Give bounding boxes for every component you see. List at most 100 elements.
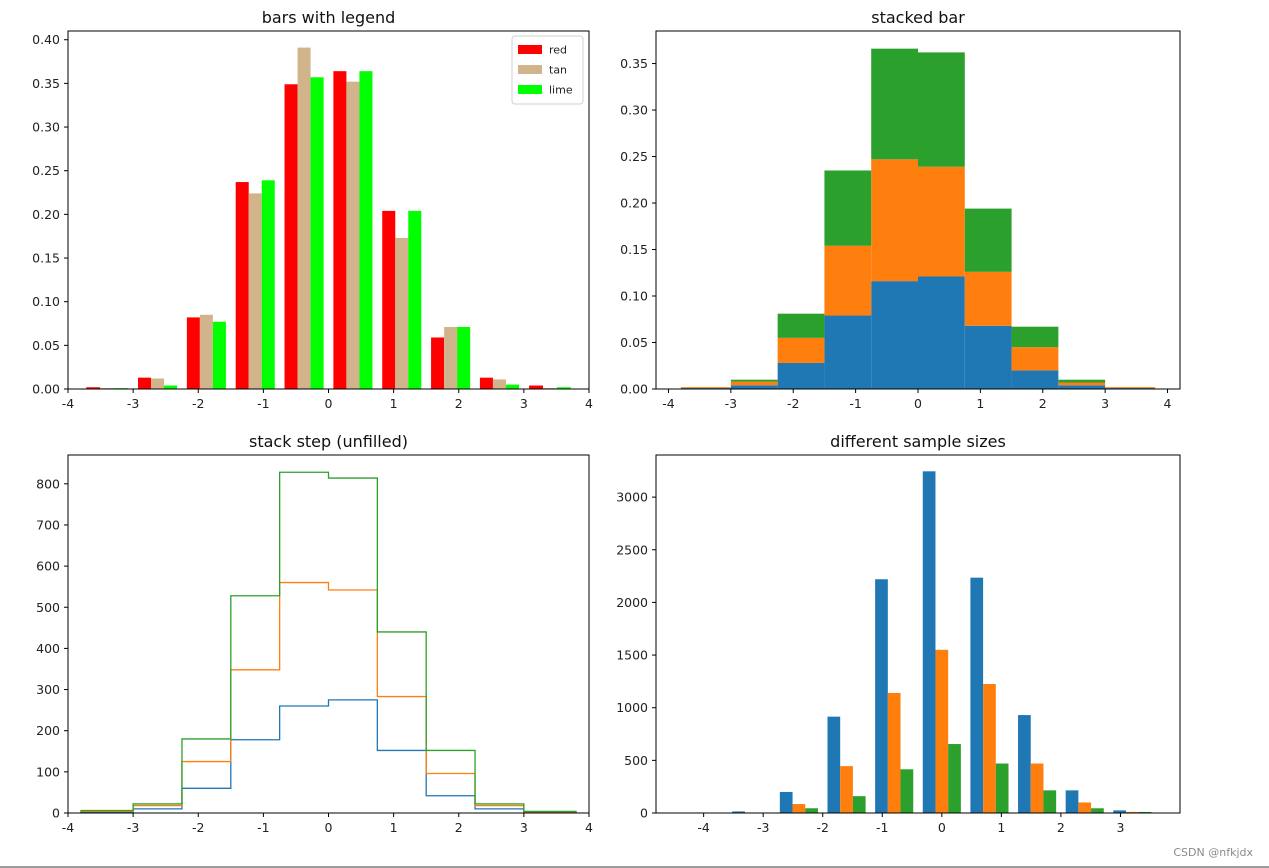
bars-with-legend-marks bbox=[86, 47, 571, 390]
bar-tan-bin-4 bbox=[248, 193, 262, 389]
y-tick-label: 0.30 bbox=[32, 120, 60, 135]
x-tick-label: 4 bbox=[1164, 396, 1172, 411]
chart-title: different sample sizes bbox=[830, 432, 1006, 451]
y-tick-label: 1000 bbox=[616, 700, 648, 715]
bar-series-2-bin-10 bbox=[1126, 811, 1139, 813]
bar-tan-bin-7 bbox=[395, 237, 409, 389]
bar-tan-bin-5 bbox=[297, 47, 311, 390]
bar-series-3-bin-6 bbox=[918, 52, 965, 167]
legend-swatch-lime bbox=[518, 85, 542, 94]
bar-lime-bin-2 bbox=[164, 385, 178, 389]
bar-series-2-bin-1 bbox=[680, 387, 731, 389]
bar-series-3-bin-7 bbox=[995, 763, 1009, 813]
y-tick-label: 0.10 bbox=[620, 289, 648, 304]
x-tick-label: -3 bbox=[127, 396, 139, 411]
bar-series-1-bin-10 bbox=[1113, 810, 1127, 813]
bar-series-3-bin-2 bbox=[730, 379, 778, 382]
bar-lime-bin-9 bbox=[505, 384, 519, 389]
x-tick-label: 4 bbox=[585, 820, 593, 835]
bar-lime-bin-10 bbox=[556, 387, 571, 389]
y-tick-label: 0.35 bbox=[620, 56, 648, 71]
bar-series-1-bin-7 bbox=[964, 325, 1012, 389]
bar-series-3-bin-10 bbox=[1138, 811, 1152, 813]
bar-series-1-bin-7 bbox=[970, 577, 984, 813]
x-tick-label: 1 bbox=[390, 396, 398, 411]
bar-series-3-bin-4 bbox=[852, 796, 866, 813]
bar-series-2-bin-3 bbox=[792, 804, 806, 813]
bar-red-bin-8 bbox=[431, 337, 445, 389]
y-tick-label: 0.10 bbox=[32, 294, 60, 309]
x-tick-label: 1 bbox=[390, 820, 398, 835]
legend-swatch-red bbox=[518, 45, 542, 54]
x-tick-label: -4 bbox=[62, 396, 75, 411]
bar-series-2-bin-10 bbox=[1105, 387, 1156, 389]
y-tick-label: 0.15 bbox=[32, 251, 60, 266]
x-tick-label: -4 bbox=[697, 820, 710, 835]
legend-swatch-tan bbox=[518, 65, 542, 74]
legend: red tan lime bbox=[511, 35, 584, 105]
bar-series-2-bin-6 bbox=[918, 166, 965, 277]
y-tick-label: 0 bbox=[640, 806, 648, 821]
bar-tan-bin-3 bbox=[199, 314, 213, 389]
watermark: CSDN @nfkjdx bbox=[1173, 846, 1253, 859]
y-tick-label: 0.00 bbox=[620, 382, 648, 397]
bars-with-legend-chart: -4 -3 -2 -1 0 1 2 3 4 0.00 0.05 0.10 0.15 0.20 0.25 0.3… bbox=[32, 8, 593, 411]
chart-title: stacked bar bbox=[871, 8, 965, 27]
y-tick-label: 0.05 bbox=[620, 335, 648, 350]
bar-red-bin-4 bbox=[235, 182, 249, 389]
y-tick-label: 0 bbox=[52, 806, 60, 821]
y-tick-label: 800 bbox=[36, 476, 60, 491]
legend-label-lime: lime bbox=[549, 84, 573, 97]
stack-step-chart: -4 -3 -2 -1 0 1 2 3 4 0 100 200 300 400 500 600 700 800 st… bbox=[36, 432, 593, 835]
x-tick-label: -4 bbox=[62, 820, 75, 835]
bar-series-1-bin-5 bbox=[875, 579, 888, 813]
x-tick-label: 2 bbox=[1057, 820, 1065, 835]
x-tick-label: 3 bbox=[1116, 820, 1124, 835]
bar-series-2-bin-7 bbox=[983, 684, 996, 813]
y-tick-label: 3000 bbox=[616, 490, 648, 505]
bar-series-1-bin-9 bbox=[1058, 385, 1106, 389]
bottom-divider bbox=[0, 866, 1269, 868]
bar-series-1-bin-5 bbox=[871, 281, 918, 389]
bar-lime-bin-8 bbox=[457, 327, 471, 389]
bar-series-1-bin-9 bbox=[1065, 790, 1079, 813]
x-tick-label: 0 bbox=[325, 396, 333, 411]
step-line-series-2 bbox=[80, 581, 577, 813]
y-tick-label: 2500 bbox=[616, 542, 648, 557]
y-tick-label: 0.35 bbox=[32, 76, 60, 91]
legend-label-red: red bbox=[549, 44, 567, 57]
x-tick-label: -1 bbox=[876, 820, 888, 835]
x-tick-label: -2 bbox=[816, 820, 828, 835]
bar-red-bin-5 bbox=[284, 84, 298, 389]
bar-series-2-bin-5 bbox=[887, 692, 901, 813]
chart-title: stack step (unfilled) bbox=[249, 432, 408, 451]
bar-series-1-bin-3 bbox=[777, 362, 825, 389]
y-tick-label: 300 bbox=[36, 682, 60, 697]
y-tick-label: 0.00 bbox=[32, 382, 60, 397]
bar-series-2-bin-8 bbox=[1030, 763, 1044, 813]
y-tick-label: 500 bbox=[36, 600, 60, 615]
bar-series-3-bin-9 bbox=[1058, 379, 1106, 383]
y-tick-label: 0.05 bbox=[32, 338, 60, 353]
y-tick-label: 0.25 bbox=[32, 163, 60, 178]
bar-series-2-bin-8 bbox=[1011, 347, 1059, 371]
bar-tan-bin-9 bbox=[492, 379, 506, 389]
bar-red-bin-7 bbox=[382, 210, 396, 389]
bar-series-2-bin-9 bbox=[1058, 382, 1106, 386]
x-tick-label: -3 bbox=[725, 396, 737, 411]
bar-tan-bin-8 bbox=[444, 327, 458, 389]
different-sample-sizes-chart: -4 -3 -2 -1 0 1 2 3 0 500 1000 1500 2000 2500 3000 diff… bbox=[616, 432, 1181, 835]
y-tick-label: 0.30 bbox=[620, 103, 648, 118]
bar-series-1-bin-2 bbox=[730, 385, 778, 389]
x-tick-label: 2 bbox=[455, 820, 463, 835]
x-tick-label: 1 bbox=[997, 820, 1005, 835]
bar-lime-bin-5 bbox=[310, 77, 324, 389]
bar-series-1-bin-8 bbox=[1011, 370, 1059, 389]
stack-step-unfilled-marks bbox=[80, 471, 577, 813]
bar-red-bin-3 bbox=[186, 317, 200, 389]
y-tick-label: 0.15 bbox=[620, 242, 648, 257]
bar-series-3-bin-3 bbox=[805, 808, 818, 813]
y-tick-label: 100 bbox=[36, 764, 60, 779]
bar-series-2-bin-9 bbox=[1078, 802, 1092, 813]
bar-series-2-bin-7 bbox=[964, 271, 1012, 326]
